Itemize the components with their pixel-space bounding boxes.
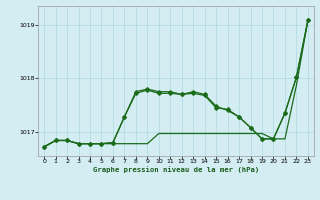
X-axis label: Graphe pression niveau de la mer (hPa): Graphe pression niveau de la mer (hPa): [93, 166, 259, 173]
